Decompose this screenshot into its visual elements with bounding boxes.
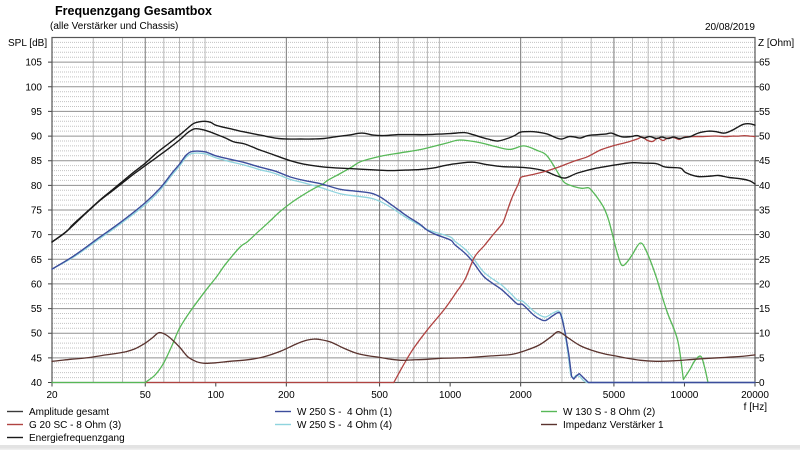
svg-text:1000: 1000 (439, 390, 462, 401)
svg-text:10000: 10000 (671, 390, 699, 401)
svg-text:W 130 S - 8 Ohm (2): W 130 S - 8 Ohm (2) (563, 407, 655, 418)
svg-text:(alle Verstärker und Chassis): (alle Verstärker und Chassis) (50, 21, 178, 32)
svg-text:W 250 S - 4 Ohm (1): W 250 S - 4 Ohm (1) (297, 407, 392, 418)
svg-text:10: 10 (759, 329, 771, 340)
svg-text:45: 45 (759, 156, 771, 167)
svg-text:15: 15 (759, 304, 771, 315)
svg-text:50: 50 (31, 329, 43, 340)
svg-text:80: 80 (31, 181, 43, 192)
svg-text:20000: 20000 (741, 390, 769, 401)
svg-text:20/08/2019: 20/08/2019 (705, 22, 755, 33)
svg-text:200: 200 (278, 390, 295, 401)
svg-text:25: 25 (759, 255, 771, 266)
svg-text:Z [Ohm]: Z [Ohm] (758, 38, 794, 49)
svg-text:40: 40 (31, 378, 43, 389)
svg-text:105: 105 (25, 58, 42, 69)
svg-text:SPL [dB]: SPL [dB] (8, 38, 47, 49)
svg-text:75: 75 (31, 206, 43, 217)
svg-text:W 250 S - 4 Ohm (4): W 250 S - 4 Ohm (4) (297, 420, 392, 431)
svg-text:G 20 SC - 8 Ohm (3): G 20 SC - 8 Ohm (3) (29, 420, 121, 431)
svg-text:Frequenzgang Gesamtbox: Frequenzgang Gesamtbox (55, 4, 212, 18)
svg-text:50: 50 (759, 132, 771, 143)
svg-text:30: 30 (759, 230, 771, 241)
svg-text:45: 45 (31, 353, 43, 364)
svg-text:Energiefrequenzgang: Energiefrequenzgang (29, 433, 125, 444)
svg-text:0: 0 (759, 378, 765, 389)
svg-text:90: 90 (31, 132, 43, 143)
svg-text:65: 65 (31, 255, 43, 266)
svg-text:2000: 2000 (510, 390, 533, 401)
svg-text:60: 60 (759, 82, 771, 93)
svg-text:65: 65 (759, 58, 771, 69)
svg-text:35: 35 (759, 206, 771, 217)
svg-text:Impedanz Verstärker 1: Impedanz Verstärker 1 (563, 420, 664, 431)
svg-text:20: 20 (759, 279, 771, 290)
svg-text:Amplitude gesamt: Amplitude gesamt (29, 407, 109, 418)
svg-text:60: 60 (31, 279, 43, 290)
svg-text:50: 50 (140, 390, 152, 401)
svg-text:95: 95 (31, 107, 43, 118)
svg-text:100: 100 (25, 82, 42, 93)
svg-text:f [Hz]: f [Hz] (744, 402, 768, 413)
svg-text:500: 500 (371, 390, 388, 401)
svg-text:85: 85 (31, 156, 43, 167)
svg-text:40: 40 (759, 181, 771, 192)
svg-text:100: 100 (207, 390, 224, 401)
svg-text:55: 55 (31, 304, 43, 315)
svg-text:55: 55 (759, 107, 771, 118)
svg-text:20: 20 (46, 390, 58, 401)
svg-text:5000: 5000 (603, 390, 626, 401)
svg-text:70: 70 (31, 230, 43, 241)
svg-text:5: 5 (759, 353, 765, 364)
